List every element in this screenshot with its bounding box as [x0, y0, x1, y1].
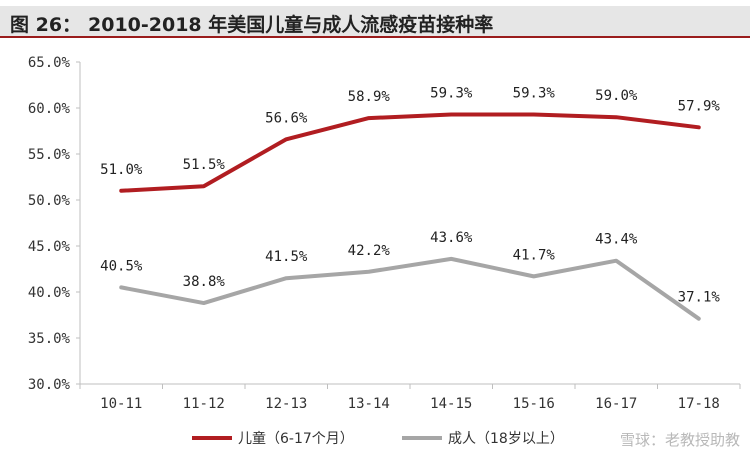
series-line-1 — [119, 256, 701, 321]
x-tick-label: 17-18 — [678, 396, 720, 412]
data-label: 59.3% — [513, 85, 556, 101]
data-point — [615, 116, 617, 118]
data-point — [533, 275, 535, 277]
data-label: 58.9% — [348, 89, 391, 105]
data-label: 57.9% — [678, 98, 721, 114]
y-tick-label: 65.0% — [28, 55, 71, 71]
data-label: 41.5% — [265, 249, 308, 265]
y-tick-label: 35.0% — [28, 331, 71, 347]
data-point — [368, 271, 370, 273]
data-label: 43.4% — [595, 232, 638, 248]
figure-label: 图 26： — [10, 14, 82, 36]
title-bar — [0, 6, 750, 38]
x-tick-label: 16-17 — [595, 396, 637, 412]
figure-header: 图 26： 2010-2018 年美国儿童与成人流感疫苗接种率 — [0, 0, 750, 40]
data-point — [120, 286, 122, 288]
data-point — [615, 260, 617, 262]
data-point — [450, 258, 452, 260]
series-line-0 — [119, 112, 701, 193]
data-point — [450, 113, 452, 115]
data-label: 41.7% — [513, 247, 556, 263]
chart-title: 2010-2018 年美国儿童与成人流感疫苗接种率 — [88, 14, 494, 36]
y-tick-label: 60.0% — [28, 101, 71, 117]
legend-label: 成人（18岁以上） — [448, 431, 564, 447]
data-label: 51.5% — [183, 157, 226, 173]
data-point — [203, 185, 205, 187]
x-tick-label: 14-15 — [430, 396, 472, 412]
legend-label: 儿童（6-17个月） — [238, 430, 354, 447]
data-point — [698, 318, 700, 320]
data-point — [533, 113, 535, 115]
x-tick-label: 13-14 — [348, 396, 390, 412]
data-label: 59.3% — [430, 85, 473, 101]
data-point — [698, 126, 700, 128]
data-label: 42.2% — [348, 243, 391, 259]
data-label: 56.6% — [265, 110, 308, 126]
x-tick-label: 11-12 — [183, 396, 225, 412]
x-tick-label: 12-13 — [265, 396, 307, 412]
y-tick-label: 55.0% — [28, 147, 71, 163]
data-point — [285, 277, 287, 279]
data-label: 59.0% — [595, 88, 638, 104]
y-tick-label: 40.0% — [28, 285, 71, 301]
x-tick-label: 10-11 — [100, 396, 142, 412]
data-point — [285, 138, 287, 140]
data-label: 51.0% — [100, 162, 143, 178]
data-point — [120, 190, 122, 192]
data-label: 40.5% — [100, 258, 143, 274]
data-point — [368, 117, 370, 119]
data-label: 43.6% — [430, 230, 473, 246]
watermark: 雪球：老教授助教 — [619, 431, 740, 449]
data-point — [203, 302, 205, 304]
data-label: 37.1% — [678, 290, 721, 306]
y-tick-label: 50.0% — [28, 193, 71, 209]
data-label: 38.8% — [183, 274, 226, 290]
y-tick-label: 45.0% — [28, 239, 71, 255]
y-tick-label: 30.0% — [28, 377, 71, 393]
x-tick-label: 15-16 — [513, 396, 555, 412]
